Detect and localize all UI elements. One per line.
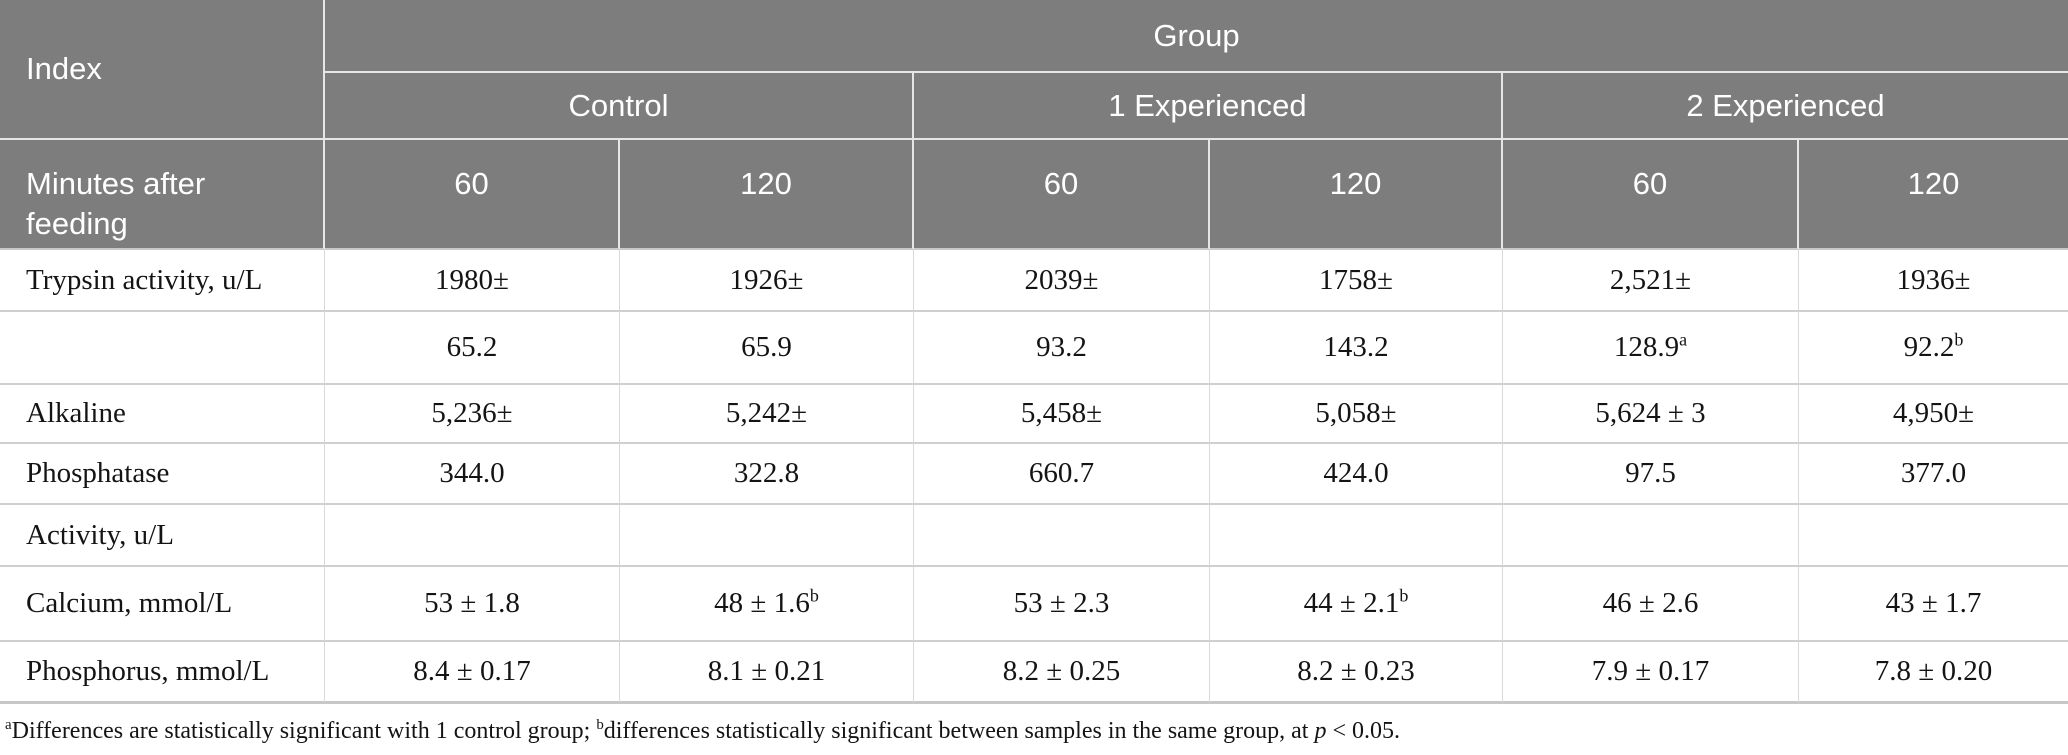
data-cell: 43 ± 1.7 [1799, 567, 2068, 642]
data-cell: 46 ± 2.6 [1503, 567, 1799, 642]
data-cell: 1936± [1799, 250, 2068, 312]
data-cell: 65.9 [620, 312, 914, 385]
time-col-header: 60 [914, 140, 1210, 250]
header-group: Group [325, 0, 2068, 73]
row-label: Phosphatase [0, 444, 325, 505]
data-cell: 8.1 ± 0.21 [620, 642, 914, 704]
data-cell: 44 ± 2.1b [1210, 567, 1503, 642]
time-col-header: 60 [325, 140, 620, 250]
data-cell [1503, 505, 1799, 567]
data-cell: 1758± [1210, 250, 1503, 312]
data-cell [1799, 505, 2068, 567]
data-cell: 8.4 ± 0.17 [325, 642, 620, 704]
data-cell: 1980± [325, 250, 620, 312]
data-cell: 7.9 ± 0.17 [1503, 642, 1799, 704]
data-cell: 5,624 ± 3 [1503, 385, 1799, 444]
time-col-header: 120 [620, 140, 914, 250]
data-cell: 5,458± [914, 385, 1210, 444]
header-minutes-after-feeding: Minutes after feeding [0, 140, 325, 250]
data-cell: 92.2b [1799, 312, 2068, 385]
data-cell [620, 505, 914, 567]
table-footnote: aDifferences are statistically significa… [0, 716, 2068, 747]
data-cell [1210, 505, 1503, 567]
data-cell: 344.0 [325, 444, 620, 505]
time-col-header: 120 [1799, 140, 2068, 250]
footnote-p-symbol: p [1314, 718, 1327, 744]
data-cell: 143.2 [1210, 312, 1503, 385]
results-table: Index Group Control 1 Experienced 2 Expe… [0, 0, 2068, 704]
data-cell: 2,521± [1503, 250, 1799, 312]
header-index: Index [0, 0, 325, 140]
footnote-marker-a: a [5, 717, 12, 733]
data-cell: 377.0 [1799, 444, 2068, 505]
row-label: Phosphorus, mmol/L [0, 642, 325, 704]
data-cell: 8.2 ± 0.23 [1210, 642, 1503, 704]
header-2-experienced: 2 Experienced [1503, 73, 2068, 140]
data-cell [325, 505, 620, 567]
row-label: Activity, u/L [0, 505, 325, 567]
data-cell: 93.2 [914, 312, 1210, 385]
table-row: Activity, u/L [0, 505, 2068, 567]
row-label: Alkaline [0, 385, 325, 444]
data-cell: 8.2 ± 0.25 [914, 642, 1210, 704]
data-cell: 128.9a [1503, 312, 1799, 385]
data-cell: 7.8 ± 0.20 [1799, 642, 2068, 704]
data-cell [914, 505, 1210, 567]
table-row: Calcium, mmol/L 53 ± 1.8 48 ± 1.6b 53 ± … [0, 567, 2068, 642]
footnote-text-b: differences statistically significant be… [603, 718, 1315, 744]
data-cell: 65.2 [325, 312, 620, 385]
header-control: Control [325, 73, 914, 140]
time-col-header: 120 [1210, 140, 1503, 250]
row-label [0, 312, 325, 385]
data-cell: 53 ± 1.8 [325, 567, 620, 642]
data-cell: 5,242± [620, 385, 914, 444]
table-row: Alkaline 5,236± 5,242± 5,458± 5,058± 5,6… [0, 385, 2068, 444]
footnote-text-end: < 0.05. [1326, 718, 1400, 744]
data-cell: 2039± [914, 250, 1210, 312]
data-cell: 53 ± 2.3 [914, 567, 1210, 642]
table-row: Phosphatase 344.0 322.8 660.7 424.0 97.5… [0, 444, 2068, 505]
footnote-marker-b: b [596, 717, 604, 733]
data-cell: 1926± [620, 250, 914, 312]
table-row: Phosphorus, mmol/L 8.4 ± 0.17 8.1 ± 0.21… [0, 642, 2068, 704]
data-cell: 97.5 [1503, 444, 1799, 505]
row-label: Calcium, mmol/L [0, 567, 325, 642]
table-row: 65.2 65.9 93.2 143.2 128.9a 92.2b [0, 312, 2068, 385]
data-cell: 424.0 [1210, 444, 1503, 505]
footnote-text-a: Differences are statistically significan… [11, 718, 597, 744]
header-1-experienced: 1 Experienced [914, 73, 1503, 140]
table-row: Trypsin activity, u/L 1980± 1926± 2039± … [0, 250, 2068, 312]
data-cell: 322.8 [620, 444, 914, 505]
data-cell: 5,236± [325, 385, 620, 444]
data-cell: 660.7 [914, 444, 1210, 505]
data-cell: 5,058± [1210, 385, 1503, 444]
row-label: Trypsin activity, u/L [0, 250, 325, 312]
data-cell: 48 ± 1.6b [620, 567, 914, 642]
data-cell: 4,950± [1799, 385, 2068, 444]
time-col-header: 60 [1503, 140, 1799, 250]
